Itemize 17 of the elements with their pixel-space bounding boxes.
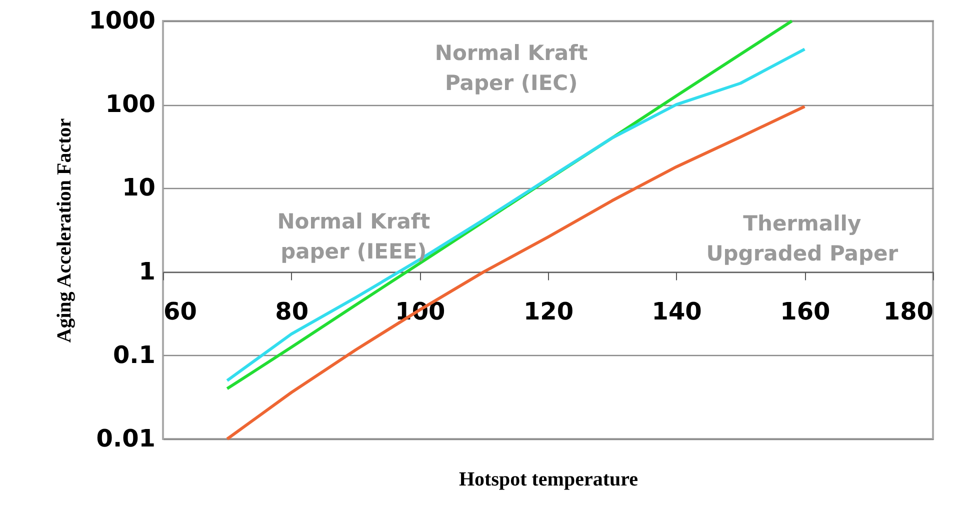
x-tick-label: 140: [652, 297, 702, 326]
y-axis-title: Aging Acceleration Factor: [54, 118, 76, 343]
x-tick-label: 80: [275, 297, 309, 326]
x-axis-title: Hotspot temperature: [458, 468, 638, 490]
x-tick-label: 120: [523, 297, 574, 326]
y-tick-label: 0.1: [112, 340, 156, 369]
x-tick-label: 160: [780, 297, 830, 326]
text: Normal Kraft Paper (IEC): [434, 40, 588, 95]
series-label: Normal Kraft paper (IEEE): [277, 210, 430, 264]
y-tick-label: 1: [138, 257, 156, 286]
x-tick-label: 180: [883, 297, 934, 326]
y-tick-label: 0.01: [96, 424, 156, 452]
x-tick-label: 60: [164, 297, 197, 326]
y-tick-label: 10: [122, 174, 156, 202]
y-tick-label: 1000: [88, 6, 156, 34]
y-tick-label: 100: [105, 90, 156, 118]
text: Thermally Upgraded Paper: [706, 212, 899, 266]
